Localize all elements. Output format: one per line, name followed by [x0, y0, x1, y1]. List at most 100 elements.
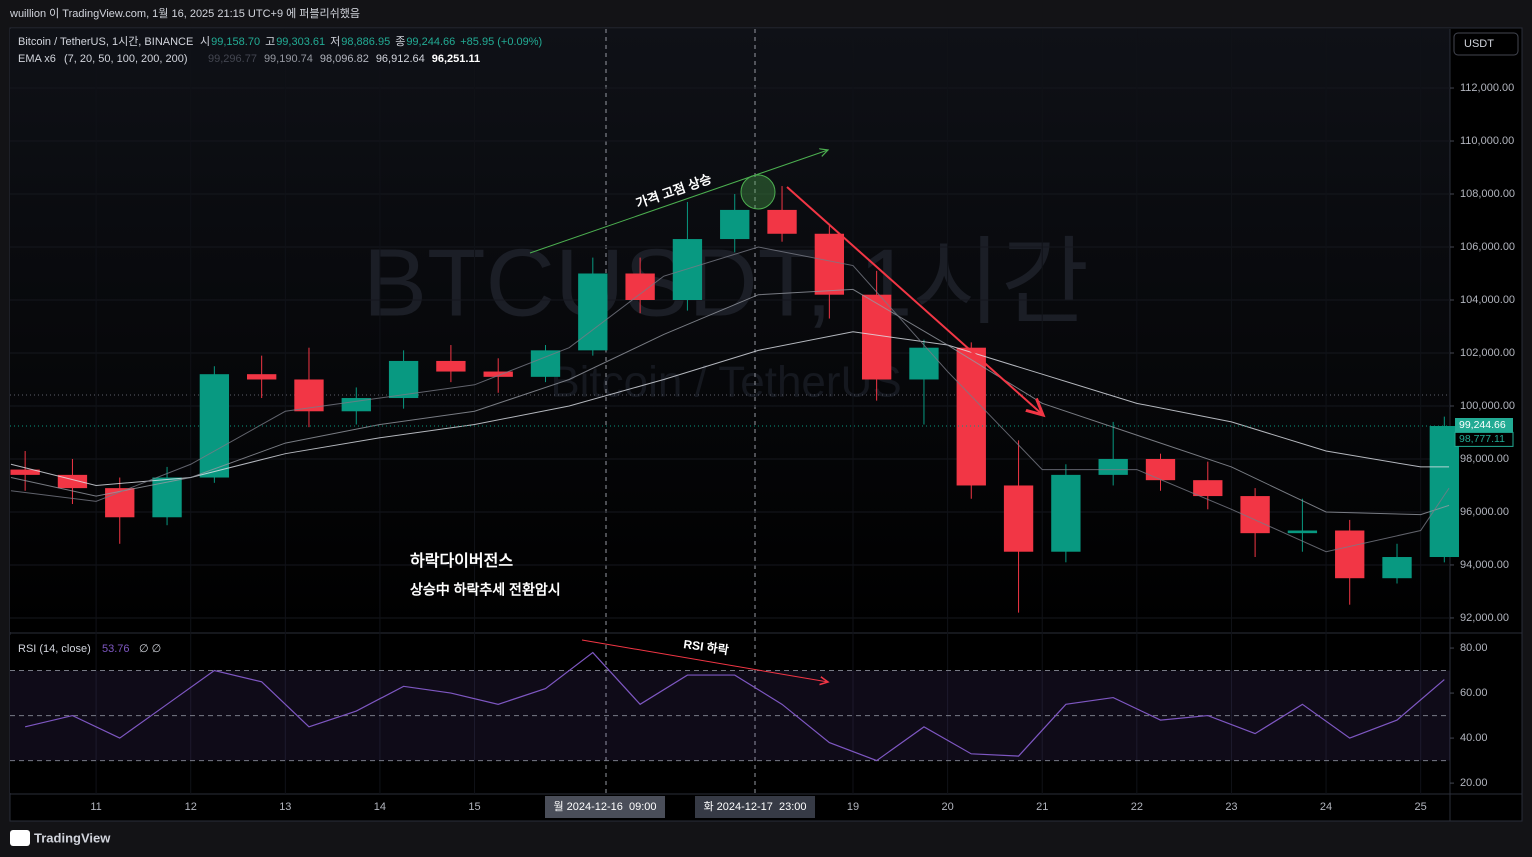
y-tick-label: 102,000.00	[1460, 347, 1515, 359]
trend-line	[529, 150, 828, 254]
indicator-value: 96,251.11	[432, 53, 480, 65]
annotation: RSI 하락	[683, 636, 730, 657]
ema-line	[10, 288, 1450, 516]
y-tick-label: 108,000.00	[1460, 188, 1515, 200]
x-tick-label: 12	[185, 801, 197, 813]
indicator-value: 96,912.64	[376, 53, 425, 65]
rsi-title: RSI (14, close)	[18, 643, 91, 655]
indicator-name: EMA x6	[18, 53, 56, 65]
ohlc-value: 99,158.70	[211, 36, 260, 48]
candle-body	[436, 360, 466, 372]
rsi-line	[24, 651, 1445, 762]
candle-body	[1098, 458, 1128, 475]
plot: 92,000.00 94,000.00 96,000.00 98,000.00 100,…	[10, 29, 1515, 813]
candle-body	[1429, 425, 1459, 558]
ema-line	[10, 246, 1450, 553]
main-pane	[10, 29, 1450, 632]
x-tick-label: 20	[941, 801, 953, 813]
y-tick-label: 40.00	[1460, 732, 1488, 744]
y-tick-label: 94,000.00	[1460, 559, 1509, 571]
y-tick-label: 98,000.00	[1460, 453, 1509, 465]
candle-body	[483, 371, 513, 377]
ohlc-key: 고	[265, 36, 275, 48]
candle-body	[578, 273, 608, 351]
y-tick-label: 60.00	[1460, 687, 1488, 699]
candle-body	[530, 350, 561, 377]
y-tick-label: 20.00	[1460, 777, 1488, 789]
ohlc-value: 99,303.61	[276, 36, 325, 48]
y-tick-label: 96,000.00	[1460, 506, 1509, 518]
candle-body	[672, 239, 703, 300]
indicator-value: 98,096.82	[320, 53, 369, 65]
y-tick-label: 100,000.00	[1460, 400, 1515, 412]
candle-body	[388, 360, 419, 399]
y-tick-label: 80.00	[1460, 642, 1488, 654]
x-tick-label: 24	[1320, 801, 1332, 813]
ohlc-key: 종	[395, 36, 405, 48]
candle-body	[1003, 485, 1034, 552]
ohlc-key: 시	[200, 36, 210, 48]
candle-body	[1287, 530, 1318, 534]
rsi-trend-line	[581, 639, 828, 682]
crosshair-label: 월 2024-12-16 09:00	[553, 800, 656, 813]
publish-text: wuillion 이 TradingView.com, 1월 16, 2025 …	[9, 7, 360, 20]
rsi-value: 53.76	[102, 643, 130, 655]
currency-button[interactable]	[1453, 32, 1519, 56]
candle-body	[767, 209, 797, 234]
crosshair-label-box	[695, 796, 815, 818]
candle-body	[956, 347, 986, 486]
x-tick-label: 13	[279, 801, 291, 813]
candle-body	[720, 209, 750, 240]
y-tick-label: 110,000.00	[1460, 135, 1514, 147]
candle-body	[341, 398, 371, 412]
candle-body	[294, 379, 324, 412]
annotation: 하락다이버전스	[410, 551, 513, 570]
x-tick-label: 14	[374, 801, 386, 813]
candle-body	[1193, 480, 1223, 497]
candle-body	[1051, 474, 1081, 552]
watermark-sub: Bitcoin / TetherUS	[550, 358, 901, 407]
watermark: BTCUSDT, 1시간	[363, 229, 1089, 336]
x-tick-label: 15	[468, 801, 480, 813]
ohlc-key: 저	[330, 35, 340, 48]
x-tick-label: 22	[1131, 801, 1143, 813]
currency[interactable]: USDT	[1464, 38, 1494, 50]
candle-body	[1335, 530, 1365, 579]
ohlc-value: 98,886.95	[341, 36, 390, 48]
y-tick-label: 112,000.00	[1460, 82, 1514, 94]
candle-body	[247, 374, 277, 380]
ema-line	[10, 331, 1450, 486]
candle-body	[909, 347, 939, 380]
candle-body	[1145, 458, 1176, 481]
trend-arrow	[786, 186, 1043, 415]
candle-body	[1382, 557, 1412, 579]
price-tag-label: 98,777.11	[1459, 433, 1505, 445]
price-tag	[1454, 431, 1514, 447]
price-change: +85.95 (+0.09%)	[460, 36, 542, 48]
x-tick-label: 21	[1036, 801, 1048, 813]
x-tick-label: 11	[90, 801, 101, 813]
indicator-params: (7, 20, 50, 100, 200, 200)	[64, 53, 188, 65]
candle-body	[152, 477, 182, 518]
brand: TradingView	[34, 830, 111, 845]
y-tick-label: 106,000.00	[1460, 241, 1515, 253]
rsi-pane	[10, 635, 1450, 793]
candle-body	[1240, 496, 1270, 534]
y-tick-label: 92,000.00	[1460, 612, 1509, 624]
x-tick-label: 19	[847, 801, 859, 813]
candle-body	[861, 294, 892, 380]
y-tick-label: 104,000.00	[1460, 294, 1515, 306]
logo-icon	[10, 830, 30, 846]
price-tag-label: 99,244.66	[1459, 419, 1506, 431]
indicator-value: 99,190.74	[264, 53, 313, 65]
crosshair-label-box	[545, 796, 665, 818]
annotation: 상승中 하락추세 전환암시	[410, 582, 561, 598]
indicator-value: 99,296.77	[208, 53, 257, 65]
x-tick-label: 23	[1225, 801, 1237, 813]
candle-body	[10, 469, 40, 475]
symbol-info: Bitcoin / TetherUS, 1시간, BINANCE	[18, 35, 193, 48]
high-marker	[740, 174, 776, 210]
ohlc-value: 99,244.66	[406, 36, 455, 48]
